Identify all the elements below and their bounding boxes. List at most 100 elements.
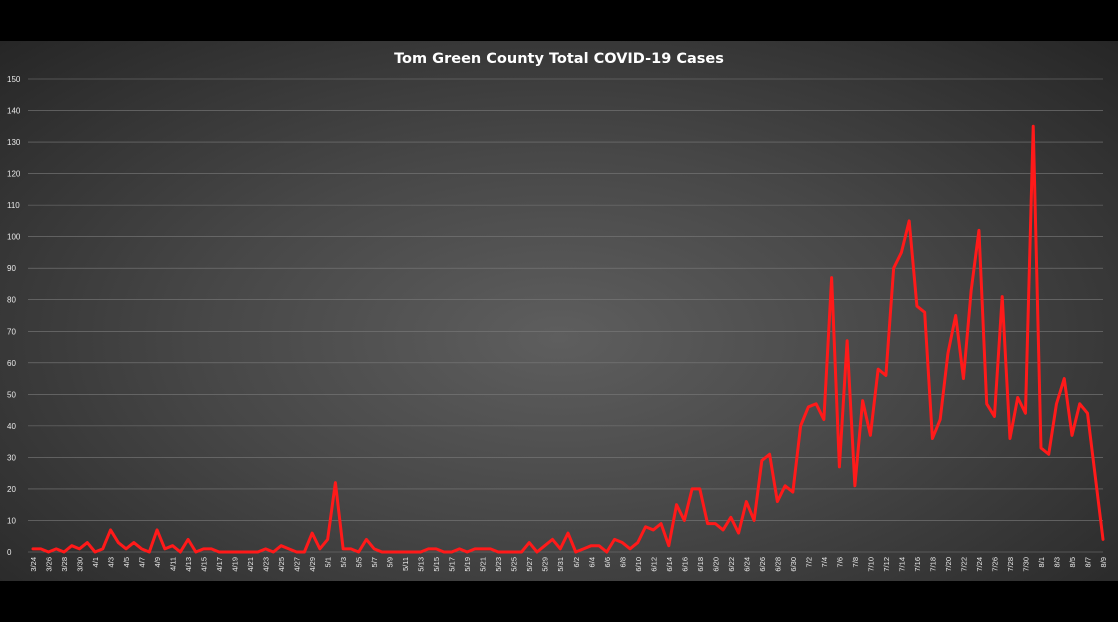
x-tick-label: 7/2: [804, 557, 813, 567]
data-point: [520, 551, 523, 553]
data-point: [792, 491, 794, 493]
x-tick-label: 7/18: [928, 557, 937, 572]
data-point: [296, 551, 298, 553]
data-point: [156, 529, 158, 531]
data-point: [47, 551, 50, 553]
data-point: [900, 251, 903, 254]
data-point: [202, 548, 205, 550]
x-tick-label: 7/4: [820, 557, 829, 567]
data-point: [249, 551, 251, 553]
x-tick-label: 6/26: [758, 557, 767, 572]
data-point: [815, 403, 817, 405]
data-point: [1048, 453, 1050, 455]
x-tick-label: 6/12: [649, 557, 658, 572]
x-tick-label: 4/21: [246, 557, 255, 572]
data-point: [342, 548, 344, 550]
x-tick-label: 6/6: [603, 557, 612, 567]
x-tick-label: 5/19: [463, 557, 472, 572]
data-point: [272, 551, 274, 553]
data-point: [939, 418, 941, 421]
data-point: [924, 311, 926, 313]
x-tick-label: 4/19: [231, 557, 240, 572]
data-point: [722, 529, 724, 531]
data-point: [652, 529, 654, 531]
y-tick-label: 0: [7, 548, 12, 557]
data-point: [109, 529, 112, 531]
y-tick-label: 100: [7, 233, 21, 242]
data-point: [280, 545, 282, 547]
data-point: [458, 548, 461, 550]
data-point: [978, 229, 980, 231]
y-tick-label: 40: [7, 422, 16, 431]
x-tick-label: 5/29: [541, 557, 550, 572]
data-point: [71, 545, 73, 547]
chart-area: Tom Green County Total COVID-19 Cases 0 1…: [0, 41, 1118, 581]
y-tick-label: 80: [7, 296, 16, 305]
x-tick-label: 5/17: [448, 557, 457, 572]
x-axis-ticks: 3/24 3/26 3/28 3/30 4/1 4/3 4/5 4/7 4/9 4/11 4/13 4…: [29, 557, 1108, 572]
data-point: [133, 541, 135, 544]
x-tick-label: 6/24: [742, 557, 751, 572]
data-point: [1032, 125, 1034, 127]
x-tick-label: 5/25: [510, 557, 519, 572]
data-point: [683, 519, 685, 522]
data-point: [1024, 412, 1027, 414]
data-point: [125, 548, 127, 550]
data-point: [187, 538, 189, 540]
x-tick-label: 5/1: [324, 557, 333, 567]
data-point: [451, 551, 453, 553]
x-tick-label: 8/3: [1052, 557, 1061, 567]
chart-title: Tom Green County Total COVID-19 Cases: [394, 51, 724, 67]
y-tick-label: 60: [7, 359, 16, 368]
data-point: [334, 482, 336, 484]
x-tick-label: 6/16: [680, 557, 689, 572]
data-point: [40, 548, 42, 550]
series-line: [31, 124, 1105, 554]
data-point: [1079, 403, 1081, 405]
data-point: [551, 538, 554, 540]
x-tick-label: 7/16: [913, 557, 922, 572]
data-point: [916, 305, 918, 307]
x-tick-label: 5/27: [525, 557, 534, 572]
data-point: [474, 548, 476, 550]
data-point: [877, 368, 879, 370]
data-point: [737, 532, 740, 534]
x-tick-label: 5/9: [386, 557, 395, 567]
y-tick-label: 20: [7, 485, 16, 494]
x-tick-label: 6/30: [789, 557, 798, 572]
x-tick-label: 6/4: [587, 557, 596, 567]
data-point: [171, 545, 174, 547]
data-point: [389, 551, 391, 553]
data-point: [745, 500, 747, 503]
data-point: [993, 415, 996, 418]
x-tick-label: 4/25: [277, 557, 286, 572]
data-point: [319, 548, 321, 550]
data-point: [559, 548, 561, 550]
x-tick-label: 7/6: [835, 557, 844, 567]
data-point: [55, 548, 57, 550]
data-point: [986, 403, 988, 405]
x-tick-label: 7/24: [975, 557, 984, 572]
data-point: [590, 545, 592, 547]
x-tick-label: 6/2: [572, 557, 581, 567]
x-tick-label: 4/23: [262, 557, 271, 572]
data-point: [706, 523, 709, 525]
data-point: [303, 551, 305, 553]
data-point: [644, 526, 647, 528]
y-tick-label: 120: [7, 170, 21, 179]
data-point: [1001, 295, 1003, 298]
data-point: [606, 551, 608, 553]
data-point: [947, 352, 949, 354]
data-point: [241, 551, 243, 553]
data-point: [164, 548, 166, 550]
data-point: [482, 548, 484, 550]
y-tick-label: 70: [7, 327, 16, 336]
y-axis-ticks: 0 10 20 30 40 50 60 70 80 90 100 110 120 130 140 150: [7, 75, 21, 557]
data-point: [94, 551, 96, 553]
x-tick-label: 5/7: [370, 557, 379, 567]
x-tick-label: 6/22: [727, 557, 736, 572]
x-tick-label: 5/5: [355, 557, 364, 567]
data-point: [1017, 396, 1019, 399]
data-point: [776, 500, 778, 503]
x-tick-label: 6/14: [665, 557, 674, 572]
